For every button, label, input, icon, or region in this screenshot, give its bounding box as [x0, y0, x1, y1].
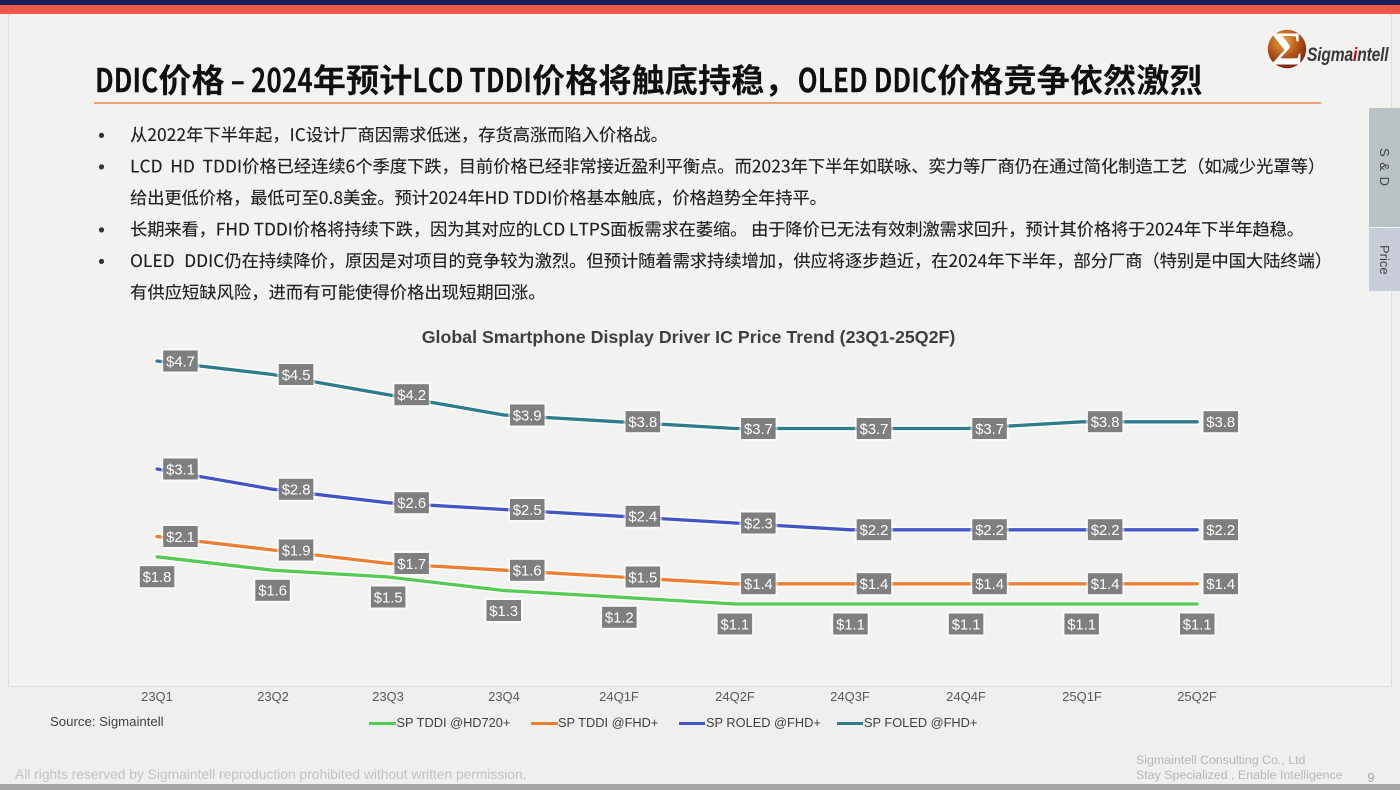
- svg-text:$1.3: $1.3: [489, 604, 518, 620]
- svg-text:$3.7: $3.7: [975, 422, 1004, 438]
- svg-text:$3.7: $3.7: [860, 422, 889, 438]
- svg-text:$2.4: $2.4: [628, 510, 657, 526]
- svg-text:$1.1: $1.1: [836, 617, 865, 633]
- svg-text:$4.7: $4.7: [166, 354, 195, 370]
- svg-text:$4.2: $4.2: [397, 388, 426, 404]
- svg-text:$3.9: $3.9: [513, 408, 542, 424]
- svg-text:$1.1: $1.1: [720, 617, 749, 633]
- svg-text:$1.2: $1.2: [605, 611, 634, 627]
- svg-text:$1.1: $1.1: [1183, 617, 1212, 633]
- svg-text:$2.8: $2.8: [282, 483, 311, 499]
- svg-text:$2.5: $2.5: [513, 503, 542, 519]
- svg-text:$1.1: $1.1: [952, 617, 981, 633]
- svg-text:$2.2: $2.2: [1091, 523, 1120, 539]
- svg-text:$1.5: $1.5: [374, 590, 403, 606]
- svg-text:$2.6: $2.6: [397, 496, 426, 512]
- svg-text:$2.2: $2.2: [1206, 523, 1235, 539]
- svg-text:$1.9: $1.9: [282, 543, 311, 559]
- svg-text:$1.7: $1.7: [397, 557, 426, 573]
- svg-text:$2.3: $2.3: [744, 516, 773, 532]
- svg-text:$1.6: $1.6: [258, 584, 287, 600]
- svg-text:$1.1: $1.1: [1067, 617, 1096, 633]
- svg-text:$2.2: $2.2: [975, 523, 1004, 539]
- svg-text:$2.2: $2.2: [860, 523, 889, 539]
- svg-text:$3.8: $3.8: [1206, 415, 1235, 431]
- svg-text:$1.4: $1.4: [1206, 577, 1235, 593]
- svg-text:$4.5: $4.5: [282, 368, 311, 384]
- svg-text:$1.8: $1.8: [143, 570, 172, 586]
- svg-text:$2.1: $2.1: [166, 530, 195, 546]
- svg-text:$1.4: $1.4: [975, 577, 1004, 593]
- svg-text:$3.8: $3.8: [628, 415, 657, 431]
- svg-text:$1.4: $1.4: [860, 577, 889, 593]
- svg-text:$3.8: $3.8: [1091, 415, 1120, 431]
- svg-text:$3.7: $3.7: [744, 422, 773, 438]
- svg-text:$1.5: $1.5: [628, 570, 657, 586]
- svg-text:$3.1: $3.1: [166, 462, 195, 478]
- svg-text:$1.4: $1.4: [1091, 577, 1120, 593]
- svg-text:$1.4: $1.4: [744, 577, 773, 593]
- svg-text:$1.6: $1.6: [513, 564, 542, 580]
